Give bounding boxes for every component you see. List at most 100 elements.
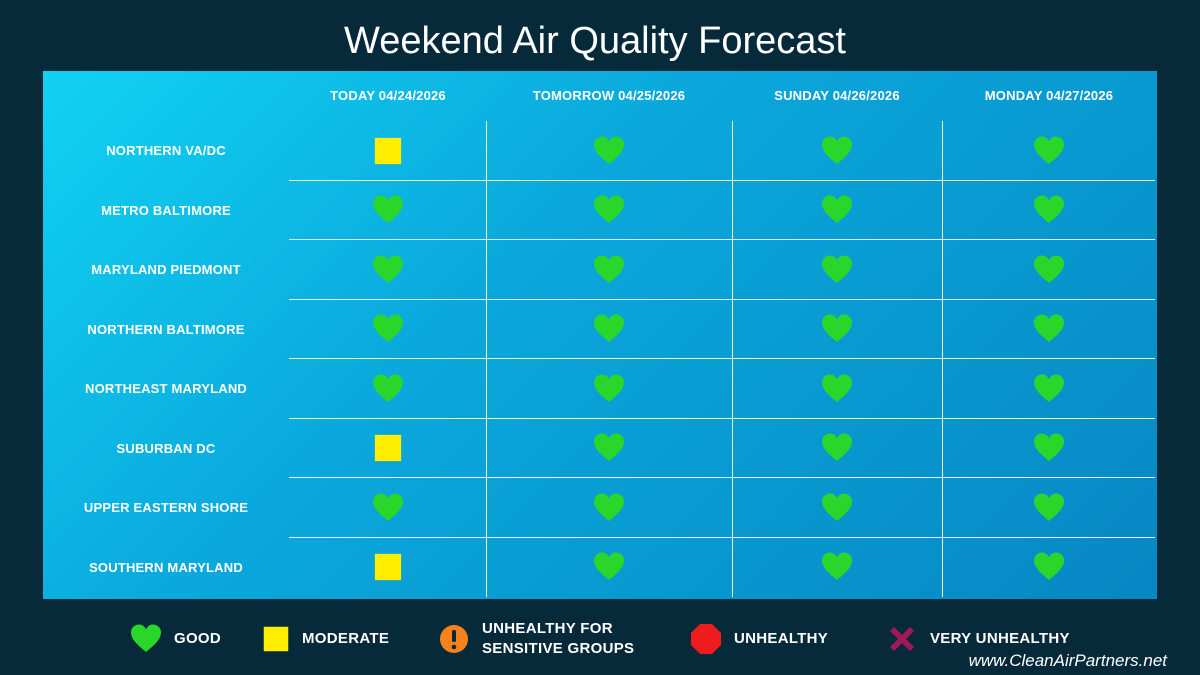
heart-icon <box>822 552 852 580</box>
square-icon <box>263 626 289 652</box>
legend-label: MODERATE <box>302 630 390 647</box>
heart-icon <box>822 314 852 342</box>
forecast-cell-good <box>1019 309 1079 349</box>
heart-icon <box>373 374 403 402</box>
square-icon <box>374 434 402 462</box>
heart-icon <box>373 493 403 521</box>
heart-icon <box>1034 314 1064 342</box>
forecast-cell-moderate <box>358 131 418 171</box>
website-link[interactable]: www.CleanAirPartners.net <box>968 651 1167 670</box>
forecast-cell-moderate <box>358 428 418 468</box>
heart-icon <box>822 255 852 283</box>
square-icon <box>374 553 402 581</box>
legend-item-good: GOOD <box>130 620 221 658</box>
octagon-icon <box>691 624 721 654</box>
heart-icon <box>594 374 624 402</box>
heart-icon <box>1034 255 1064 283</box>
row-header-region: UPPER EASTERN SHORE <box>83 500 249 515</box>
forecast-cell-good <box>807 488 867 528</box>
forecast-cell-good <box>807 309 867 349</box>
heart-icon <box>822 433 852 461</box>
heart-icon <box>373 255 403 283</box>
row-header-region: SUBURBAN DC <box>116 440 216 456</box>
forecast-cell-good <box>1019 547 1079 587</box>
column-header-day: SUNDAY 04/26/2026 <box>774 88 900 103</box>
grid-divider-horizontal <box>289 477 1155 478</box>
row-header-region: METRO BALTIMORE <box>101 202 231 218</box>
grid-divider-horizontal <box>289 239 1155 240</box>
grid-divider-horizontal <box>289 299 1155 300</box>
grid-divider-vertical <box>486 121 487 597</box>
forecast-cell-good <box>1019 428 1079 468</box>
x-icon <box>890 627 914 651</box>
legend-item-unhealthy: UNHEALTHY <box>690 620 828 658</box>
legend-label: GOOD <box>174 630 222 647</box>
heart-icon <box>822 374 852 402</box>
row-header-region: SOUTHERN MARYLAND <box>89 559 243 575</box>
forecast-cell-good <box>807 369 867 409</box>
page-title: Weekend Air Quality Forecast <box>344 20 846 62</box>
column-header-day: TOMORROW 04/25/2026 <box>532 88 686 103</box>
heart-icon <box>594 195 624 223</box>
heart-icon <box>594 136 624 164</box>
heart-icon <box>822 136 852 164</box>
forecast-cell-good <box>807 250 867 290</box>
exclamation-circle-icon <box>440 625 468 653</box>
forecast-cell-good <box>358 369 418 409</box>
forecast-cell-good <box>579 369 639 409</box>
forecast-cell-good <box>358 250 418 290</box>
forecast-cell-good <box>1019 369 1079 409</box>
heart-icon <box>1034 493 1064 521</box>
row-header-region: MARYLAND PIEDMONT <box>91 262 241 277</box>
forecast-cell-good <box>579 547 639 587</box>
heart-icon <box>373 195 403 223</box>
forecast-cell-moderate <box>358 547 418 587</box>
forecast-cell-good <box>807 190 867 230</box>
grid-divider-vertical <box>942 121 943 597</box>
forecast-cell-good <box>579 309 639 349</box>
legend-item-usg: UNHEALTHY FOR SENSITIVE GROUPS <box>438 620 662 658</box>
grid-divider-horizontal <box>289 180 1155 181</box>
forecast-cell-good <box>1019 190 1079 230</box>
forecast-cell-good <box>579 190 639 230</box>
legend-label: VERY UNHEALTHY <box>930 630 1070 647</box>
heart-icon <box>594 433 624 461</box>
grid-divider-vertical <box>732 121 733 597</box>
heart-icon <box>1034 552 1064 580</box>
legend-item-moderate: MODERATE <box>262 620 389 658</box>
heart-icon <box>373 314 403 342</box>
forecast-cell-good <box>579 131 639 171</box>
forecast-cell-good <box>807 131 867 171</box>
heart-icon <box>594 314 624 342</box>
legend-label: UNHEALTHY FOR SENSITIVE GROUPS <box>482 620 635 657</box>
row-header-region: NORTHERN VA/DC <box>106 143 226 158</box>
row-header-region: NORTHERN BALTIMORE <box>87 321 245 337</box>
legend-label: UNHEALTHY <box>734 630 829 647</box>
heart-icon <box>594 493 624 521</box>
heart-icon <box>1034 136 1064 164</box>
grid-divider-horizontal <box>289 537 1155 538</box>
heart-icon <box>822 493 852 521</box>
forecast-cell-good <box>358 190 418 230</box>
forecast-cell-good <box>579 250 639 290</box>
forecast-cell-good <box>1019 250 1079 290</box>
heart-icon <box>1034 195 1064 223</box>
heart-icon <box>594 552 624 580</box>
heart-icon <box>1034 374 1064 402</box>
heart-icon <box>594 255 624 283</box>
forecast-cell-good <box>807 428 867 468</box>
heart-icon <box>1034 433 1064 461</box>
grid-divider-horizontal <box>289 358 1155 359</box>
forecast-cell-good <box>1019 488 1079 528</box>
forecast-cell-good <box>579 428 639 468</box>
row-header-region: NORTHEAST MARYLAND <box>85 381 247 396</box>
column-header-day: TODAY 04/24/2026 <box>330 88 446 103</box>
square-icon <box>374 137 402 165</box>
grid-divider-horizontal <box>289 418 1155 419</box>
forecast-cell-good <box>1019 131 1079 171</box>
forecast-cell-good <box>807 547 867 587</box>
forecast-cell-good <box>358 309 418 349</box>
forecast-cell-good <box>579 488 639 528</box>
heart-icon <box>131 624 161 652</box>
column-header-day: MONDAY 04/27/2026 <box>984 88 1114 103</box>
